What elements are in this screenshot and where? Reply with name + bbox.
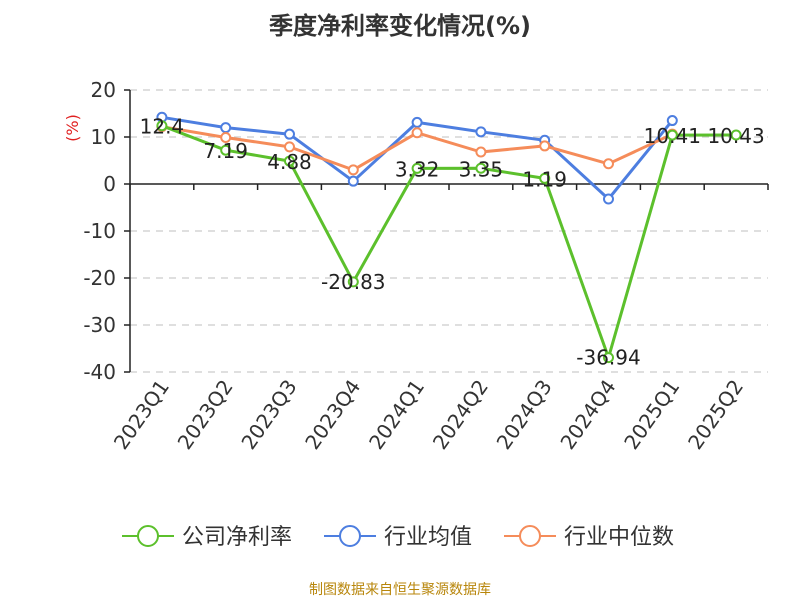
gridlines [130, 89, 768, 373]
data-label: 3.32 [395, 157, 440, 181]
x-tick-label: 2024Q4 [555, 375, 620, 454]
series-point-0 [156, 120, 168, 132]
y-tick-label: -20 [83, 266, 116, 290]
series-point-2 [475, 146, 487, 158]
y-tick-label: -10 [83, 219, 116, 243]
x-tick-label: 2024Q3 [492, 375, 557, 454]
legend-label-0: 公司净利率 [182, 525, 292, 550]
legend-marker-2 [519, 525, 541, 547]
series-point-1 [603, 193, 614, 205]
data-label: 1.19 [522, 167, 567, 191]
legend-label-1: 行业均值 [384, 525, 472, 550]
chart-title: 季度净利率变化情况(%) [269, 12, 531, 40]
series-lines [156, 111, 742, 364]
x-tick-label: 2024Q1 [364, 375, 429, 454]
y-tick-label: 0 [103, 172, 116, 196]
data-label: 7.19 [203, 139, 248, 163]
y-tick-label: 10 [91, 125, 116, 149]
series-point-0 [347, 276, 359, 288]
source-note: 制图数据来自恒生聚源数据库 [309, 582, 491, 598]
series-point-2 [220, 131, 232, 143]
series-point-1 [347, 175, 359, 187]
series-point-2 [411, 127, 423, 139]
series-point-0 [730, 129, 742, 141]
x-tick-label: 2024Q2 [428, 375, 493, 454]
series-point-1 [220, 122, 232, 134]
series-point-2 [603, 158, 614, 170]
x-tick-label: 2023Q2 [173, 375, 238, 454]
y-tick-label: -40 [83, 360, 116, 384]
data-labels: 12.4 7.19 4.88 -20.83 3.32 3.35 1.19 -36.94 10.4… [140, 115, 765, 370]
data-label: -20.83 [321, 270, 385, 294]
x-tick-label: 2023Q3 [236, 375, 301, 454]
y-axis-label: (%) [63, 114, 82, 142]
x-tick-label: 2025Q2 [683, 375, 748, 454]
series-point-0 [539, 172, 551, 184]
series-point-2 [539, 140, 551, 152]
series-point-0 [603, 352, 614, 364]
data-label: -36.94 [576, 346, 640, 370]
data-label: 10.43 [707, 124, 764, 148]
legend[interactable]: 公司净利率 行业均值 行业中位数 [122, 525, 674, 550]
y-tick-label: -30 [83, 313, 116, 337]
y-tick-label: 20 [91, 78, 116, 102]
series-point-0 [411, 162, 423, 174]
series-point-0 [475, 162, 487, 174]
legend-label-2: 行业中位数 [564, 525, 674, 550]
series-point-0 [666, 129, 678, 141]
x-tick-label: 2025Q1 [619, 375, 684, 454]
series-line-0 [161, 124, 737, 360]
series-point-0 [284, 155, 295, 167]
series-point-2 [347, 164, 359, 176]
data-label: 10.41 [644, 124, 701, 148]
legend-marker-0 [137, 525, 159, 547]
data-label: 4.88 [267, 150, 312, 174]
data-label: 12.4 [140, 115, 185, 139]
legend-marker-1 [339, 525, 361, 547]
series-point-1 [284, 128, 295, 140]
series-point-1 [411, 116, 423, 128]
series-point-2 [284, 141, 295, 153]
series-point-1 [475, 126, 487, 138]
series-point-1 [666, 115, 678, 127]
x-tick-label: 2023Q4 [300, 375, 365, 454]
series-point-0 [220, 144, 232, 156]
x-tick-label: 2023Q1 [109, 375, 174, 454]
data-label: 3.35 [459, 157, 504, 181]
